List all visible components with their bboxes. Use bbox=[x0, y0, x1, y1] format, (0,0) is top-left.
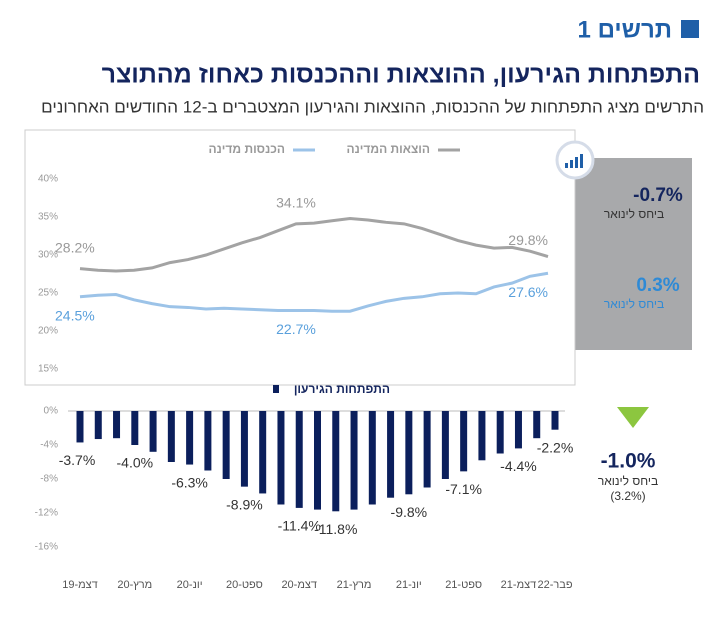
bar bbox=[94, 411, 102, 440]
bar bbox=[222, 411, 230, 479]
value-label: -4.4% bbox=[500, 458, 537, 474]
bar bbox=[204, 411, 212, 471]
bar bbox=[131, 411, 139, 445]
value-label: 24.5% bbox=[55, 308, 95, 324]
value-label: -11.4% bbox=[278, 518, 321, 534]
bar bbox=[478, 411, 486, 461]
deficit-note: ביחס לינואר bbox=[598, 474, 658, 488]
bar bbox=[423, 411, 431, 488]
x-tick-label: 21-דצמ bbox=[501, 579, 537, 591]
y-tick-label: 40% bbox=[38, 174, 58, 185]
expense-note: ביחס לינואר bbox=[604, 207, 664, 221]
bar bbox=[460, 411, 468, 472]
value-label: 34.1% bbox=[276, 195, 316, 211]
bar bbox=[314, 411, 321, 510]
side-panel bbox=[575, 158, 692, 350]
bar bbox=[533, 411, 541, 439]
legend-swatch bbox=[273, 385, 279, 393]
value-label: 22.7% bbox=[276, 321, 316, 337]
revenue-note: ביחס לינואר bbox=[604, 297, 664, 311]
y-tick-label: 30% bbox=[38, 250, 58, 261]
value-label: -8.9% bbox=[226, 496, 263, 512]
revenue-change: 0.3% bbox=[636, 275, 679, 296]
expense-change: -0.7% bbox=[633, 185, 683, 206]
value-label: -4.0% bbox=[117, 455, 154, 471]
value-label: -6.3% bbox=[171, 474, 208, 490]
bar bbox=[76, 411, 84, 443]
bar bbox=[240, 411, 248, 487]
value-label: -11.8% bbox=[314, 521, 357, 537]
y-tick-label: 35% bbox=[38, 212, 58, 223]
chart-title: התפתחות הגירעון, ההוצאות וההכנסות כאחוז … bbox=[102, 61, 700, 89]
bar bbox=[277, 411, 285, 505]
value-label: -3.7% bbox=[59, 452, 96, 468]
icon-bars bbox=[565, 154, 583, 168]
y-tick-label: -8% bbox=[40, 474, 58, 485]
y-tick-label: 15% bbox=[38, 364, 58, 375]
deficit-change: -1.0% bbox=[601, 450, 656, 473]
x-tick-label: 20-ספט bbox=[226, 579, 263, 591]
bar bbox=[387, 411, 395, 498]
header-square bbox=[681, 20, 699, 38]
chart-subtitle: התרשים מציג התפתחות של ההכנסות, ההוצאות … bbox=[41, 97, 704, 116]
value-label: -9.8% bbox=[391, 504, 428, 520]
line bbox=[79, 217, 549, 273]
y-tick-label: -4% bbox=[40, 440, 58, 451]
x-tick-label: 20-יונ bbox=[177, 579, 203, 591]
x-tick-label: 19-דצמ bbox=[62, 579, 98, 591]
x-tick-label: 20-דצמ bbox=[281, 579, 317, 591]
bar bbox=[496, 411, 504, 454]
bar bbox=[441, 411, 449, 479]
value-label: -7.1% bbox=[445, 481, 482, 497]
x-tick-label: 21-מרץ bbox=[337, 579, 372, 591]
y-tick-label: 25% bbox=[38, 288, 58, 299]
bar bbox=[186, 411, 194, 465]
value-label: 29.8% bbox=[508, 232, 548, 248]
value-label: 28.2% bbox=[55, 239, 95, 255]
x-tick-label: 20-מרץ bbox=[117, 579, 152, 591]
y-tick-label: 20% bbox=[38, 326, 58, 337]
bar bbox=[405, 411, 413, 495]
legend-label: הכנסות מדינה bbox=[209, 142, 285, 156]
line bbox=[79, 271, 549, 313]
x-tick-label: 21-ספט bbox=[445, 579, 482, 591]
bar bbox=[368, 411, 376, 505]
x-tick-label: 22-פבר bbox=[537, 579, 572, 591]
line-chart-frame bbox=[24, 129, 576, 386]
chart-label: תרשים 1 bbox=[578, 16, 672, 43]
bar bbox=[167, 411, 175, 462]
bar bbox=[350, 411, 358, 510]
y-tick-label: 0% bbox=[44, 406, 59, 417]
legend-label: התפתחות הגירעון bbox=[294, 382, 390, 396]
bar bbox=[514, 411, 522, 449]
y-tick-label: -16% bbox=[35, 542, 58, 553]
value-label: 27.6% bbox=[508, 284, 548, 300]
value-label: -2.2% bbox=[537, 439, 574, 455]
bar bbox=[113, 411, 121, 439]
bar bbox=[551, 411, 559, 430]
bar bbox=[295, 411, 303, 508]
bar bbox=[332, 411, 340, 512]
legend-label: הוצאות המדינה bbox=[346, 142, 430, 156]
deficit-prev: (3.2%) bbox=[610, 489, 645, 503]
x-tick-label: 21-יונ bbox=[396, 579, 422, 591]
down-arrow bbox=[617, 407, 649, 428]
bar bbox=[259, 411, 267, 494]
bar bbox=[149, 411, 157, 452]
y-tick-label: -12% bbox=[35, 508, 58, 519]
